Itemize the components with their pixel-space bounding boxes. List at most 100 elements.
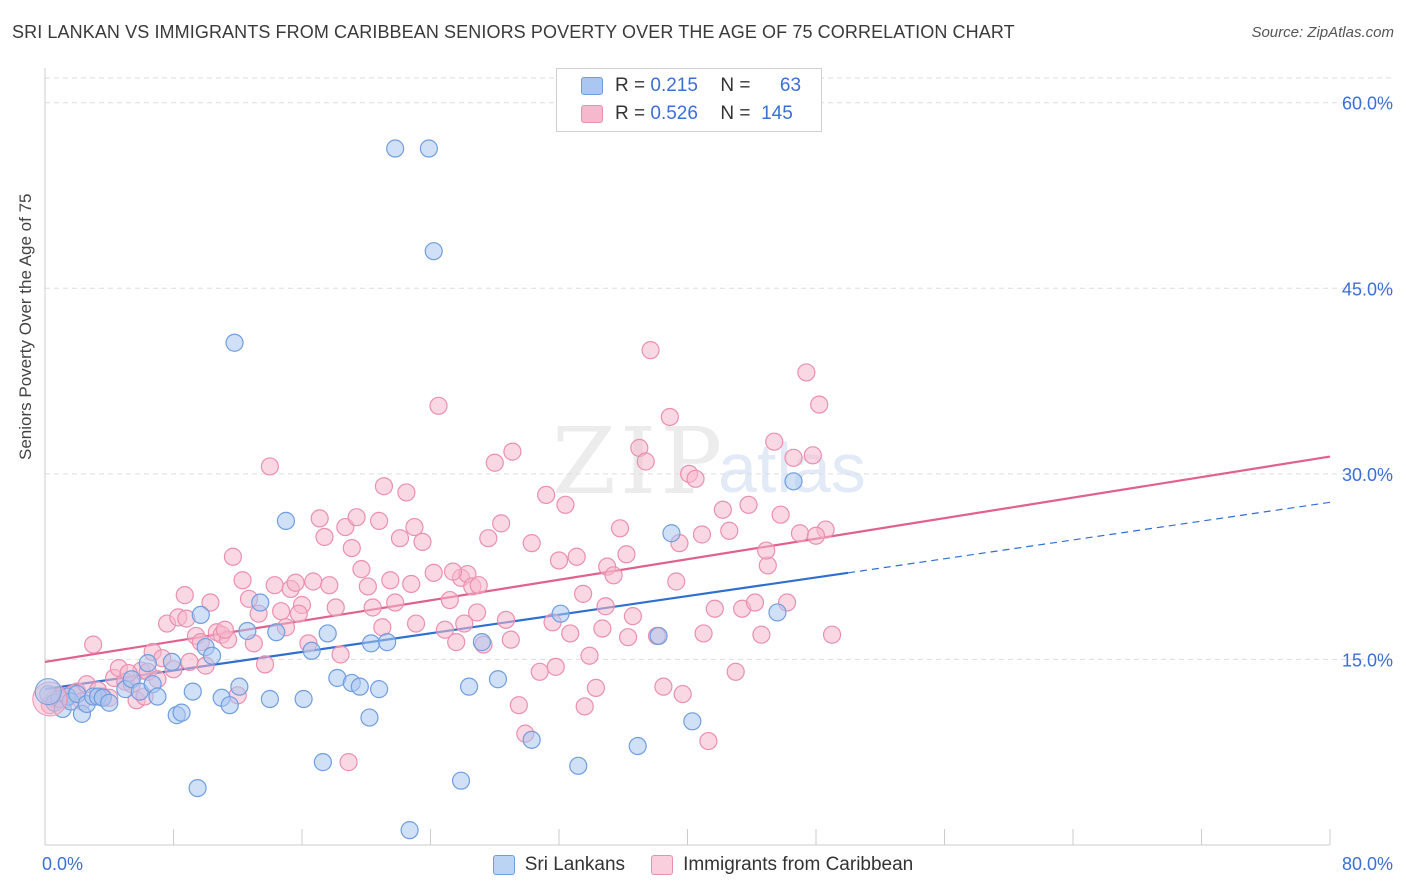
data-points <box>32 139 842 840</box>
sri-lankan-point <box>424 242 443 261</box>
caribbean-point <box>546 657 565 676</box>
sri-lankan-point <box>34 678 62 706</box>
caribbean-point <box>509 696 528 715</box>
n-value: 63 <box>779 75 802 96</box>
sri-lankan-point <box>202 646 222 665</box>
caribbean-point <box>636 452 655 471</box>
r-label: R = <box>615 75 646 96</box>
caribbean-point <box>413 532 432 552</box>
sri-lankan-point <box>400 821 419 840</box>
caribbean-point <box>443 562 463 581</box>
caribbean-point <box>596 597 615 616</box>
sri-lankan-point <box>451 771 471 790</box>
sri-lankan-point <box>683 712 702 731</box>
y-axis-label: Seniors Poverty Over the Age of 75 <box>16 193 35 460</box>
caribbean-point <box>315 527 334 547</box>
caribbean-point <box>326 598 345 617</box>
sri-lankan-point <box>260 689 279 709</box>
caribbean-point <box>806 526 826 545</box>
caribbean-point <box>358 577 377 596</box>
caribbean-point <box>604 566 623 585</box>
caribbean-point <box>374 477 394 496</box>
caribbean-point <box>310 509 329 528</box>
caribbean-point <box>549 551 569 570</box>
caribbean-point <box>289 604 308 623</box>
caribbean-point <box>593 619 612 638</box>
r-value: 0.215 <box>650 75 698 96</box>
legend-swatch-blue <box>581 77 603 95</box>
caribbean-point <box>255 655 275 674</box>
grid-lines <box>45 77 1393 660</box>
caribbean-point <box>175 586 194 605</box>
sri-lankan-point <box>662 524 681 543</box>
caribbean-point <box>567 547 586 566</box>
sri-lankan-point <box>238 621 257 641</box>
caribbean-trend-line <box>44 455 1331 663</box>
caribbean-point <box>272 602 291 621</box>
caribbean-point <box>397 483 416 502</box>
legend-swatch-blue <box>492 855 515 875</box>
legend-item-sri-lankans[interactable]: Sri Lankans <box>492 854 625 876</box>
sri-lankan-point <box>191 605 210 625</box>
sri-lankan-point <box>172 703 191 722</box>
caribbean-point <box>370 511 389 530</box>
x-tick-label: 0.0% <box>42 854 83 874</box>
caribbean-point <box>84 635 103 654</box>
y-tick-label: 30.0% <box>1342 465 1393 485</box>
caribbean-point <box>556 495 575 514</box>
sri-lankan-point <box>378 633 397 652</box>
caribbean-point <box>447 633 466 652</box>
caribbean-point <box>726 662 745 681</box>
caribbean-point <box>363 598 382 617</box>
sri-lankan-point <box>628 736 647 756</box>
caribbean-point <box>790 524 810 543</box>
sri-lankan-point <box>302 641 321 660</box>
caribbean-point <box>485 453 504 472</box>
sri-lankan-point <box>276 511 296 530</box>
y-tick-label: 15.0% <box>1342 650 1393 670</box>
caribbean-point <box>586 678 606 697</box>
caribbean-point <box>440 590 459 610</box>
series-legend: Sri Lankans Immigrants from Caribbean <box>0 850 1406 880</box>
sri-lankan-point <box>138 654 157 673</box>
caribbean-point <box>618 628 638 647</box>
x-tick-label: 80.0% <box>1342 854 1393 874</box>
sri-lankan-point <box>784 472 803 491</box>
caribbean-point <box>469 576 488 595</box>
caribbean-point <box>739 495 758 514</box>
legend-swatch-pink <box>581 105 603 123</box>
caribbean-point <box>623 607 642 626</box>
sri-lankan-point <box>188 778 207 798</box>
tick-labels: 15.0% 30.0% 45.0% 60.0% 0.0% 80.0% <box>42 94 1393 874</box>
caribbean-point <box>233 571 252 590</box>
sri-lankan-point <box>522 730 541 749</box>
legend-label: Immigrants from Caribbean <box>683 854 914 875</box>
caribbean-point <box>501 630 520 649</box>
caribbean-point <box>381 571 400 590</box>
caribbean-point <box>201 593 220 612</box>
sri-lankan-point <box>488 670 508 689</box>
caribbean-point <box>496 610 516 629</box>
caribbean-point <box>573 584 593 603</box>
legend-item-caribbean[interactable]: Immigrants from Caribbean <box>651 854 913 876</box>
caribbean-point <box>331 645 350 664</box>
sri-lankan-point <box>318 624 337 643</box>
caribbean-point <box>342 538 361 558</box>
caribbean-point <box>402 574 421 594</box>
caribbean-point <box>699 731 718 751</box>
caribbean-point <box>455 614 474 633</box>
r-value: 0.526 <box>650 103 698 124</box>
sri-lankan-point <box>162 652 181 672</box>
sri-lankan-point <box>350 677 369 696</box>
caribbean-point <box>752 625 771 644</box>
caribbean-point <box>705 599 724 618</box>
y-tick-label: 45.0% <box>1342 279 1393 299</box>
sri-lankan-point <box>386 139 405 158</box>
caribbean-point <box>215 620 234 639</box>
sri-lankan-point <box>419 139 438 158</box>
source-label: Source: ZipAtlas.com <box>1251 24 1394 41</box>
caribbean-point <box>784 448 803 467</box>
caribbean-point <box>223 547 243 566</box>
caribbean-point <box>390 529 410 548</box>
